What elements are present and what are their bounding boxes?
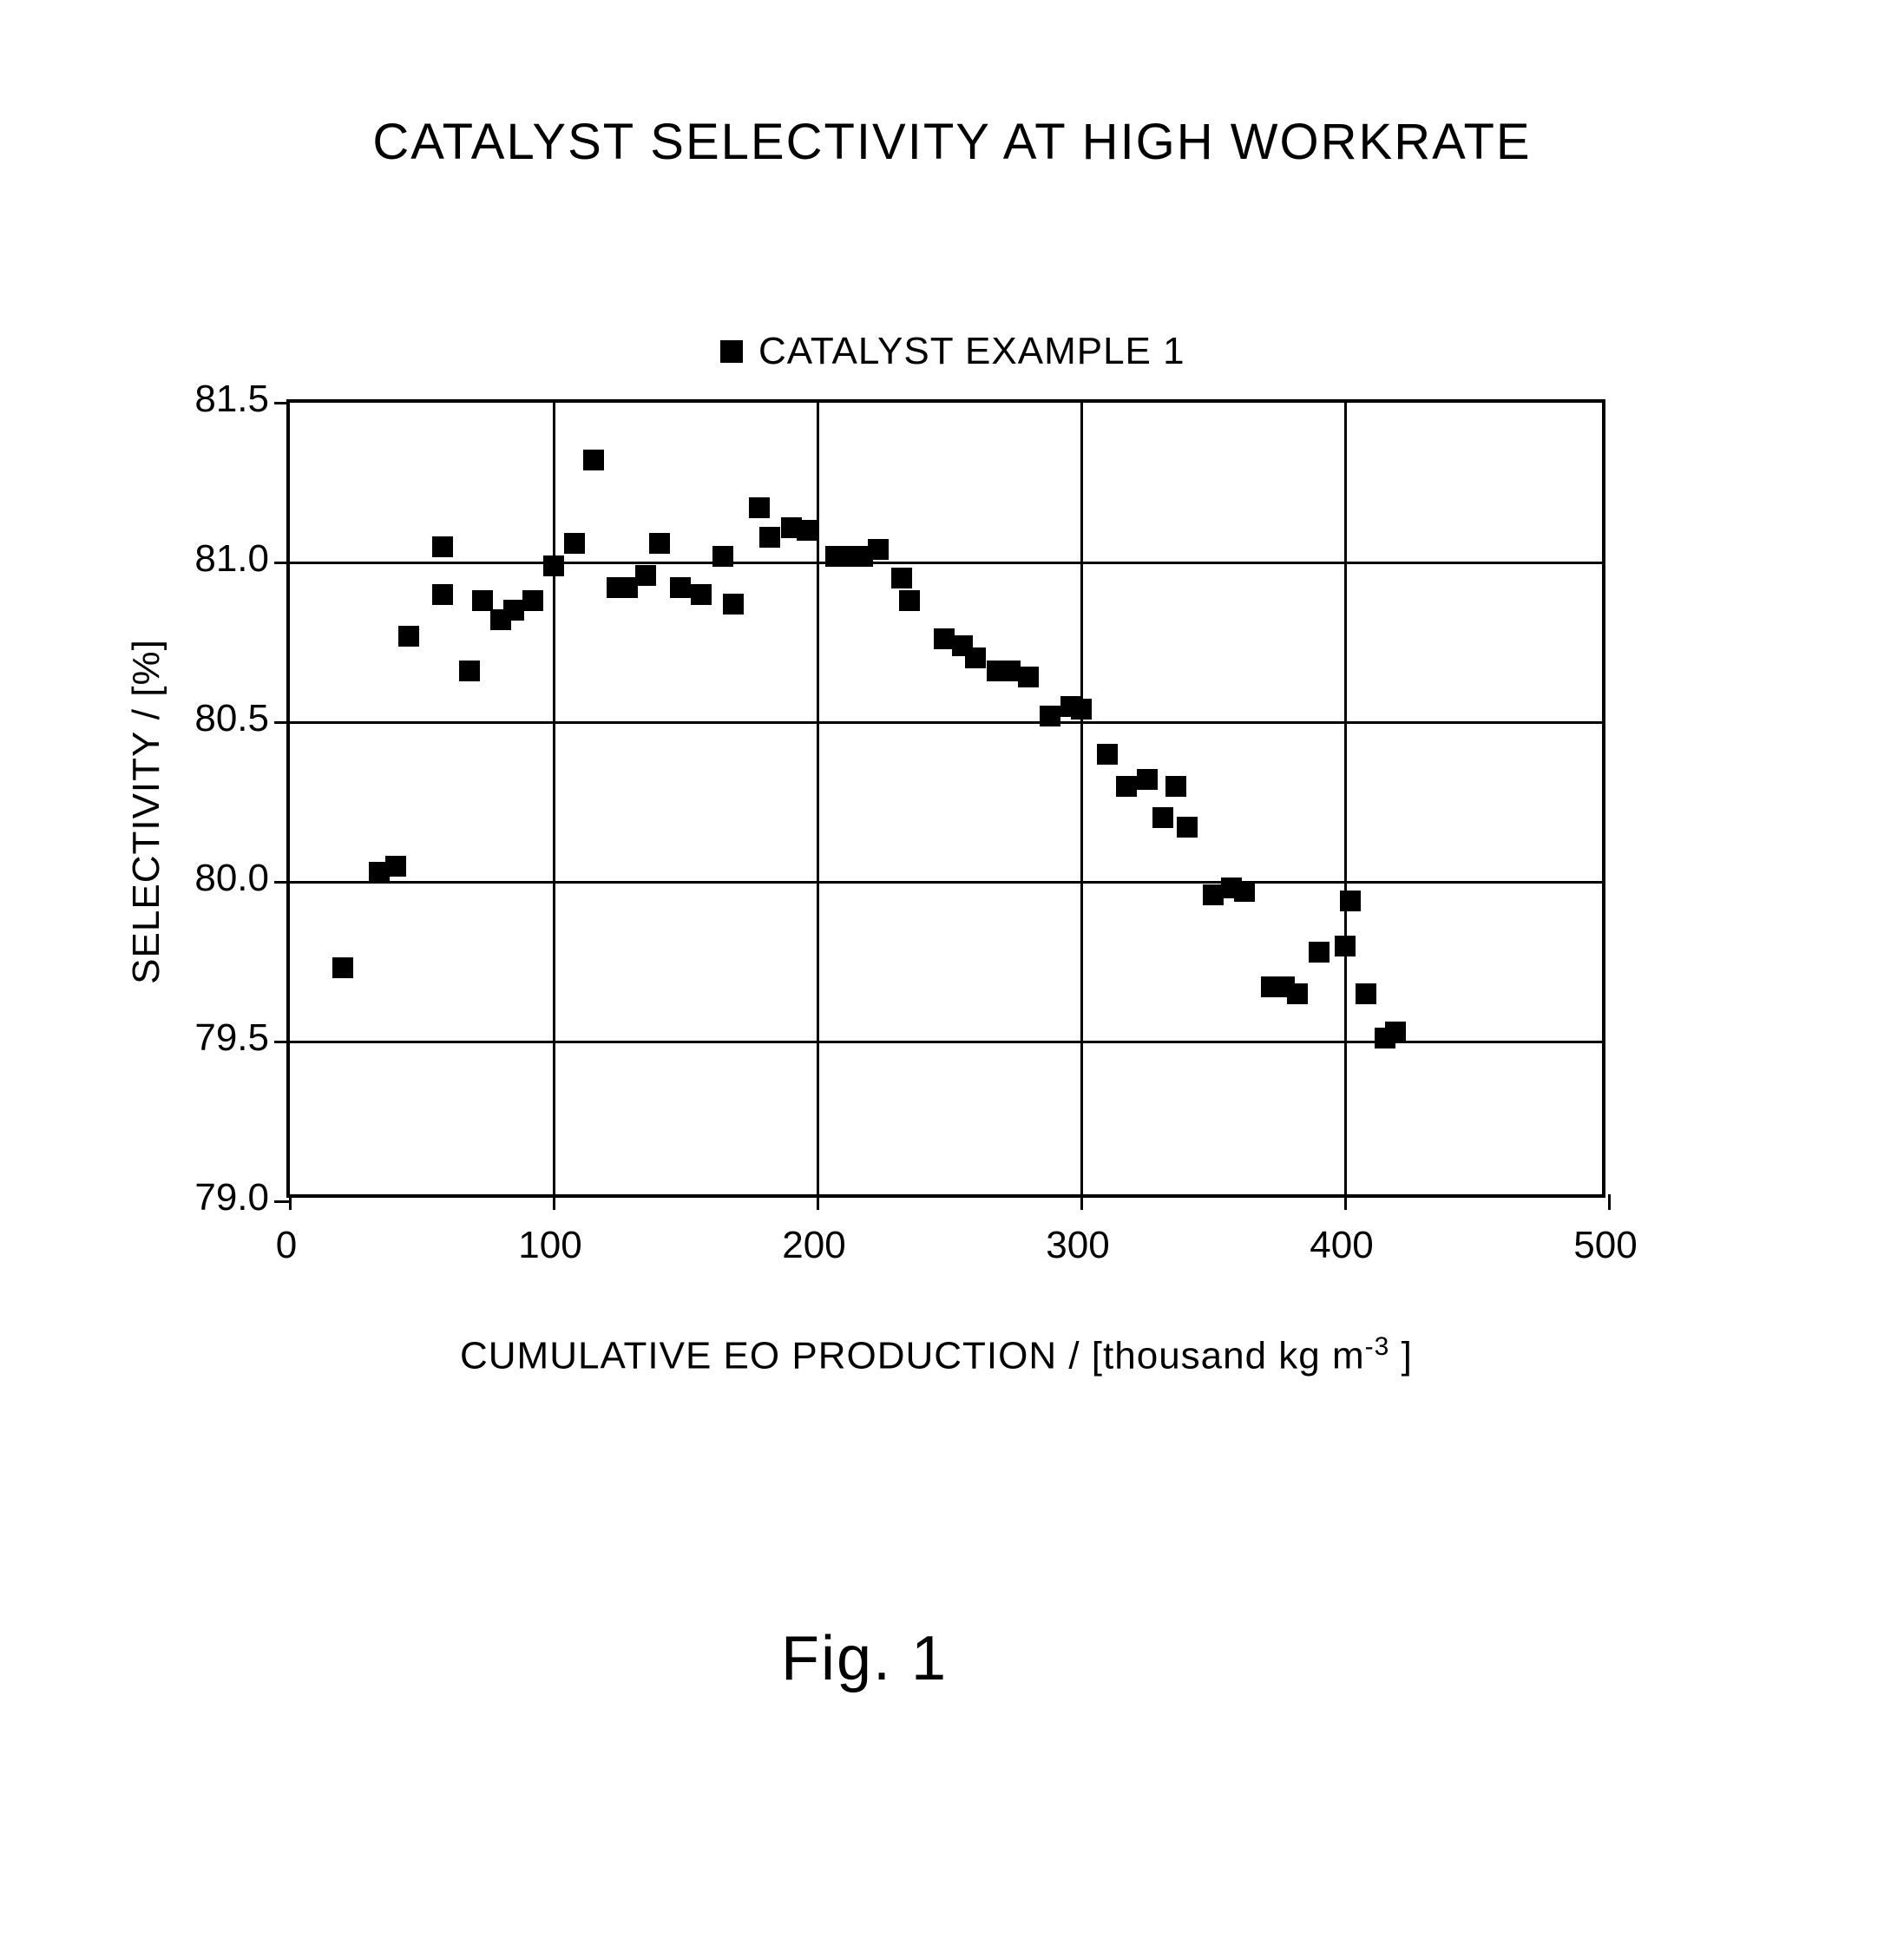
- x-axis-title: CUMULATIVE EO PRODUCTION / [thousand kg …: [460, 1332, 1413, 1378]
- data-marker: [691, 584, 712, 605]
- tick-x: [1344, 1194, 1347, 1210]
- x-tick-label: 0: [276, 1224, 297, 1267]
- data-marker: [472, 590, 493, 611]
- gridline-v: [1344, 403, 1347, 1194]
- data-marker: [759, 527, 780, 548]
- tick-y: [274, 721, 290, 724]
- x-axis-title-pre: CUMULATIVE EO PRODUCTION / [thousand kg …: [460, 1335, 1365, 1377]
- y-tick-label: 80.5: [174, 697, 269, 740]
- data-marker: [432, 536, 453, 557]
- x-axis-title-post: ]: [1389, 1335, 1412, 1377]
- data-marker: [1340, 891, 1361, 911]
- data-marker: [723, 594, 744, 615]
- data-marker: [635, 565, 656, 586]
- x-tick-label: 100: [518, 1224, 581, 1267]
- data-marker: [1309, 942, 1330, 963]
- tick-y: [274, 881, 290, 884]
- gridline-v: [553, 403, 555, 1194]
- legend-label: CATALYST EXAMPLE 1: [758, 330, 1185, 373]
- data-marker: [332, 957, 353, 978]
- data-marker: [398, 626, 419, 647]
- data-marker: [899, 590, 920, 611]
- figure-label: Fig. 1: [781, 1623, 948, 1694]
- x-tick-label: 500: [1573, 1224, 1637, 1267]
- data-marker: [1137, 769, 1158, 790]
- y-tick-label: 81.0: [174, 537, 269, 581]
- gridline-h: [290, 721, 1602, 724]
- y-tick-label: 79.0: [174, 1176, 269, 1219]
- data-marker: [749, 497, 770, 518]
- data-marker: [712, 546, 733, 567]
- data-marker: [543, 555, 564, 576]
- data-marker: [1116, 776, 1137, 797]
- data-marker: [1177, 817, 1198, 838]
- data-marker: [522, 590, 543, 611]
- data-marker: [1335, 936, 1356, 956]
- data-marker: [432, 584, 453, 605]
- data-marker: [1356, 983, 1376, 1004]
- data-marker: [1097, 744, 1118, 765]
- data-marker: [649, 533, 670, 554]
- x-tick-label: 300: [1046, 1224, 1109, 1267]
- data-marker: [891, 568, 912, 588]
- data-marker: [1018, 667, 1039, 687]
- data-marker: [564, 533, 585, 554]
- tick-x: [1608, 1194, 1611, 1210]
- x-axis-title-sup: -3: [1365, 1332, 1390, 1361]
- y-tick-label: 79.5: [174, 1016, 269, 1060]
- tick-x: [1080, 1194, 1083, 1210]
- data-marker: [583, 450, 604, 470]
- x-tick-label: 400: [1310, 1224, 1373, 1267]
- gridline-h: [290, 562, 1602, 564]
- page: CATALYST SELECTIVITY AT HIGH WORKRATE CA…: [0, 0, 1904, 1939]
- gridline-h: [290, 881, 1602, 884]
- tick-y: [274, 402, 290, 404]
- data-marker: [965, 647, 986, 668]
- legend-marker-icon: [720, 340, 743, 363]
- data-marker: [1071, 699, 1092, 720]
- tick-x: [553, 1194, 555, 1210]
- data-marker: [385, 856, 406, 877]
- data-marker: [1152, 807, 1173, 828]
- chart-title: CATALYST SELECTIVITY AT HIGH WORKRATE: [0, 113, 1904, 171]
- legend: CATALYST EXAMPLE 1: [720, 330, 1185, 373]
- tick-x: [817, 1194, 819, 1210]
- tick-y: [274, 1041, 290, 1043]
- data-marker: [868, 539, 889, 560]
- plot-area: [286, 399, 1605, 1198]
- x-tick-label: 200: [782, 1224, 845, 1267]
- tick-y: [274, 1200, 290, 1203]
- data-marker: [797, 520, 817, 541]
- y-tick-label: 80.0: [174, 857, 269, 900]
- gridline-v: [1080, 403, 1083, 1194]
- data-marker: [459, 661, 480, 681]
- data-marker: [1040, 706, 1060, 726]
- y-axis-title: SELECTIVITY / [%]: [125, 639, 168, 984]
- tick-y: [274, 562, 290, 564]
- y-tick-label: 81.5: [174, 378, 269, 421]
- data-marker: [1287, 983, 1308, 1004]
- data-marker: [1165, 776, 1186, 797]
- data-marker: [1385, 1022, 1406, 1042]
- data-marker: [1234, 881, 1255, 902]
- data-marker: [670, 577, 691, 598]
